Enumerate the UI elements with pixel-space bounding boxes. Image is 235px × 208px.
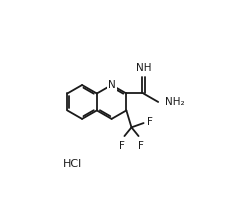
Text: F: F (119, 141, 125, 151)
Text: NH: NH (136, 63, 151, 73)
Text: N: N (108, 80, 115, 90)
Text: F: F (138, 141, 144, 151)
Text: NH₂: NH₂ (165, 97, 185, 107)
Text: F: F (147, 117, 153, 127)
Text: HCl: HCl (62, 158, 82, 168)
